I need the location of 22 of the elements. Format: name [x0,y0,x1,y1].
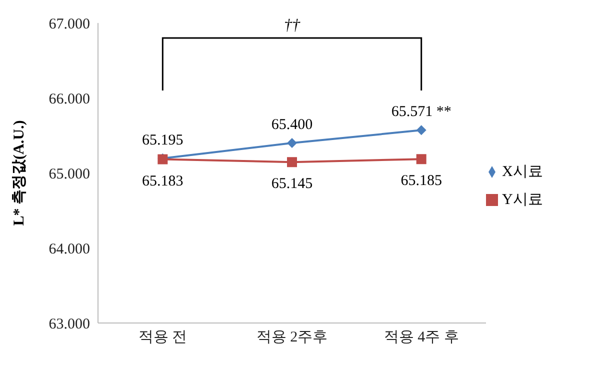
data-label: 65.195 [142,132,184,148]
data-label: 65.571 ** [391,104,452,120]
data-label: 65.185 [400,173,442,190]
x-tick-label: 적용 2주후 [256,330,328,346]
point [416,125,426,136]
y-tick-label: 66.000 [48,91,90,108]
y-tick-label: 67.000 [48,16,90,32]
point [287,157,297,168]
data-label: 65.183 [142,173,184,190]
x-tick-label: 적용 4주 후 [384,330,459,346]
data-label: 65.145 [271,176,313,192]
y-tick-label: 65.000 [48,166,90,182]
data-label: 65.400 [271,117,313,133]
y-tick-label: 63.000 [48,316,90,332]
y-axis-title: L* 측정값(A.U.) [11,120,28,226]
legend-label: X시료 [502,164,543,180]
annotation: †† [284,17,301,34]
x-tick-label: 적용 전 [138,330,188,346]
point [287,138,297,148]
legend-label: Y시료 [502,192,543,208]
point [416,154,426,164]
y-tick-label: 64.000 [48,241,90,258]
